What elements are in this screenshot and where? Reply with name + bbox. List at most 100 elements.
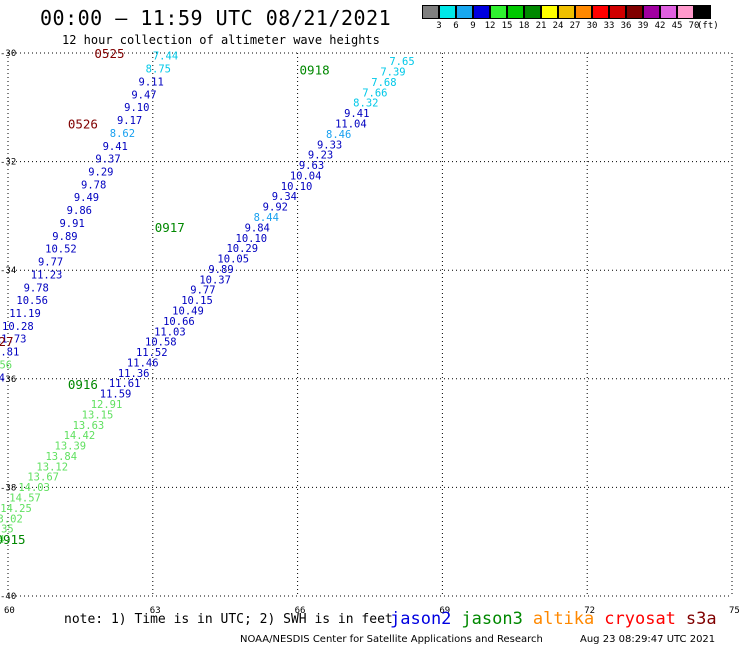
wave-height-point: 14.42 bbox=[64, 430, 96, 442]
wave-height-point: 13.02 bbox=[0, 513, 23, 525]
legend-label: 18 bbox=[518, 21, 530, 31]
wave-height-point: 11.04 bbox=[335, 118, 367, 130]
wave-height-point: 9.47 bbox=[131, 89, 156, 101]
wave-height-point: 8.44 bbox=[254, 212, 279, 224]
wave-height-point: 9.77 bbox=[38, 257, 63, 269]
legend-swatch bbox=[507, 5, 524, 19]
wave-height-point: 9.92 bbox=[263, 202, 288, 214]
x-tick-label: 63 bbox=[150, 606, 161, 616]
wave-height-point: 9.33 bbox=[317, 139, 342, 151]
legend-label: 70 bbox=[688, 21, 700, 31]
legend-swatch bbox=[575, 5, 592, 19]
legend-swatch bbox=[490, 5, 507, 19]
x-tick-label: 72 bbox=[584, 606, 595, 616]
wave-height-point: 11.23 bbox=[31, 269, 63, 281]
legend-label: 9 bbox=[470, 21, 476, 31]
legend-swatch bbox=[643, 5, 660, 19]
legend-label: 21 bbox=[535, 21, 547, 31]
legend-swatch bbox=[558, 5, 575, 19]
legend-swatch bbox=[541, 5, 558, 19]
wave-height-point: 12.56 bbox=[0, 359, 12, 371]
y-tick-label: -30 bbox=[0, 49, 16, 59]
wave-height-point: 9.63 bbox=[299, 160, 324, 172]
wave-height-point: 10.04 bbox=[290, 170, 322, 182]
wave-height-point: 11.46 bbox=[127, 357, 159, 369]
wave-height-point: 11.81 bbox=[0, 347, 19, 359]
wave-height-point: 9.86 bbox=[67, 205, 92, 217]
footer-timestamp: Aug 23 08:29:47 UTC 2021 bbox=[580, 634, 716, 645]
legend-swatch bbox=[677, 5, 694, 19]
satellite-altika: altika bbox=[532, 609, 595, 629]
wave-height-point: 9.10 bbox=[124, 102, 149, 114]
wave-height-point: 11.36 bbox=[118, 368, 150, 380]
wave-height-point: 10.15 bbox=[181, 295, 213, 307]
wave-height-point: 9.78 bbox=[81, 179, 106, 191]
track-label: 0527 bbox=[0, 334, 13, 349]
wave-height-point: 9.37 bbox=[95, 154, 120, 166]
legend-label: 30 bbox=[586, 21, 598, 31]
legend-label: 24 bbox=[552, 21, 564, 31]
y-tick-label: -32 bbox=[0, 158, 16, 168]
wave-height-point: 13.39 bbox=[55, 441, 87, 453]
legend-swatch bbox=[473, 5, 490, 19]
x-tick-label: 60 bbox=[4, 606, 15, 616]
satellite-jason3: jason3 bbox=[461, 609, 523, 629]
wave-height-point: 11.52 bbox=[136, 347, 168, 359]
wave-height-point: 9.89 bbox=[52, 231, 77, 243]
wave-height-point: 10.37 bbox=[199, 274, 231, 286]
wave-height-point: 13.15 bbox=[82, 409, 114, 421]
wave-height-point: 9.17 bbox=[117, 115, 142, 127]
legend-label: 12 bbox=[484, 21, 496, 31]
wave-height-point: 9.41 bbox=[344, 108, 369, 120]
wave-height-point: 9.89 bbox=[208, 264, 233, 276]
satellite-cryosat: cryosat bbox=[604, 609, 676, 629]
wave-height-point: 9.34 bbox=[272, 191, 297, 203]
wave-height-point: 13.34 bbox=[0, 534, 5, 546]
footer-credit: NOAA/NESDIS Center for Satellite Applica… bbox=[240, 634, 543, 645]
wave-height-point: 9.11 bbox=[139, 76, 164, 88]
legend-unit: (ft) bbox=[697, 21, 719, 31]
legend-swatch bbox=[660, 5, 677, 19]
wave-height-point: 10.66 bbox=[163, 316, 195, 328]
wave-height-point: 11.61 bbox=[109, 378, 141, 390]
track-label: 0526 bbox=[68, 117, 98, 132]
wave-height-point: 10.49 bbox=[172, 306, 204, 318]
track-label: 0525 bbox=[94, 46, 124, 61]
x-tick-label: 66 bbox=[295, 606, 306, 616]
y-tick-label: -36 bbox=[0, 375, 16, 385]
wave-height-point: 11.03 bbox=[154, 326, 186, 338]
wave-height-point: 11.19 bbox=[9, 308, 41, 320]
wave-height-point: 12.91 bbox=[91, 399, 123, 411]
chart-subtitle: 12 hour collection of altimeter wave hei… bbox=[62, 33, 380, 47]
legend-label: 33 bbox=[603, 21, 615, 31]
wave-height-point: 13.67 bbox=[27, 472, 59, 484]
x-tick-label: 69 bbox=[439, 606, 450, 616]
wave-height-point: 10.29 bbox=[226, 243, 258, 255]
wave-height-point: 9.91 bbox=[59, 218, 84, 230]
satellite-jason2: jason2 bbox=[390, 609, 452, 629]
wave-height-point: 11.73 bbox=[0, 334, 26, 346]
legend-label: 42 bbox=[654, 21, 666, 31]
x-tick-label: 75 bbox=[729, 606, 740, 616]
wave-height-point: 10.58 bbox=[145, 337, 177, 349]
legend-swatch bbox=[439, 5, 456, 19]
track-label: 0917 bbox=[155, 220, 185, 235]
wave-height-point: 13.84 bbox=[45, 451, 77, 463]
legend-swatch bbox=[626, 5, 643, 19]
track-label: 0915 bbox=[0, 532, 26, 547]
wave-height-point: 11.59 bbox=[100, 389, 132, 401]
legend-label: 45 bbox=[671, 21, 683, 31]
wave-height-point: 11.64 bbox=[0, 372, 5, 384]
legend-label: 39 bbox=[637, 21, 649, 31]
wave-height-point: 14.57 bbox=[9, 493, 41, 505]
legend-label: 3 bbox=[436, 21, 442, 31]
legend-swatch bbox=[422, 5, 439, 19]
wave-height-point: 8.46 bbox=[326, 129, 351, 141]
legend-swatch bbox=[694, 5, 711, 19]
wave-height-point: 9.41 bbox=[103, 141, 128, 153]
wave-height-point: 7.65 bbox=[389, 56, 414, 68]
wave-height-point: 9.77 bbox=[190, 285, 215, 297]
wave-height-point: 7.68 bbox=[371, 77, 396, 89]
